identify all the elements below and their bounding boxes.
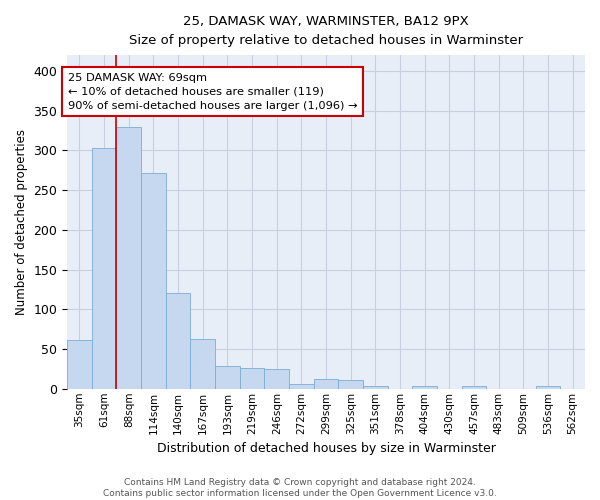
Bar [240, 368, 265, 389]
Text: Contains HM Land Registry data © Crown copyright and database right 2024.
Contai: Contains HM Land Registry data © Crown c… [103, 478, 497, 498]
Bar [166, 294, 190, 389]
Bar [536, 386, 560, 389]
Bar [92, 148, 116, 389]
Bar [67, 340, 92, 389]
Y-axis label: Number of detached properties: Number of detached properties [15, 129, 28, 315]
Bar [215, 366, 240, 389]
Bar [363, 386, 388, 389]
Bar [141, 172, 166, 389]
Bar [265, 369, 289, 389]
Text: 25 DAMASK WAY: 69sqm
← 10% of detached houses are smaller (119)
90% of semi-deta: 25 DAMASK WAY: 69sqm ← 10% of detached h… [68, 72, 357, 110]
Bar [338, 380, 363, 389]
Bar [190, 338, 215, 389]
Bar [314, 379, 338, 389]
Bar [412, 386, 437, 389]
Bar [462, 386, 487, 389]
Bar [289, 384, 314, 389]
Title: 25, DAMASK WAY, WARMINSTER, BA12 9PX
Size of property relative to detached house: 25, DAMASK WAY, WARMINSTER, BA12 9PX Siz… [129, 15, 523, 47]
Bar [116, 126, 141, 389]
X-axis label: Distribution of detached houses by size in Warminster: Distribution of detached houses by size … [157, 442, 496, 455]
